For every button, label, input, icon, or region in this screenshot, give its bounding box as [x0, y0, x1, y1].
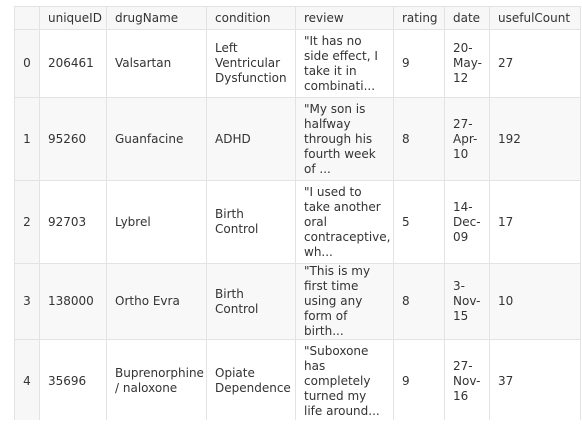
cell-review: "This is my first time using any form of…: [295, 263, 394, 340]
cell-condition: Birth Control: [206, 263, 296, 340]
cell-review: "It has no side effect, I take it in com…: [295, 29, 394, 98]
column-header-date: date: [444, 6, 490, 30]
cell-condition: Birth Control: [206, 180, 296, 264]
cell-date: 27-Nov-16: [444, 339, 490, 420]
cell-rating: 8: [393, 263, 445, 340]
cell-review: "Suboxone has completely turned my life …: [295, 339, 394, 420]
column-header-rating: rating: [393, 6, 445, 30]
cell-usefulcount: 37: [489, 339, 581, 420]
cell-uniqueid: 95260: [39, 97, 107, 181]
cell-usefulcount: 27: [489, 29, 581, 98]
cell-uniqueid: 92703: [39, 180, 107, 264]
cell-date: 14-Dec-09: [444, 180, 490, 264]
column-header-drugname: drugName: [106, 6, 207, 30]
cell-rating: 9: [393, 339, 445, 420]
cell-drugname: Buprenorphine / naloxone: [106, 339, 207, 420]
cell-usefulcount: 10: [489, 263, 581, 340]
cell-date: 20-May-12: [444, 29, 490, 98]
dataframe-table: uniqueID drugName condition review ratin…: [14, 6, 581, 420]
cell-condition: ADHD: [206, 97, 296, 181]
cell-uniqueid: 206461: [39, 29, 107, 98]
row-index: 2: [14, 180, 40, 264]
cell-drugname: Lybrel: [106, 180, 207, 264]
cell-review: "I used to take another oral contracepti…: [295, 180, 394, 264]
column-header-review: review: [295, 6, 394, 30]
column-header-condition: condition: [206, 6, 296, 30]
row-index: 1: [14, 97, 40, 181]
column-header-usefulcount: usefulCount: [489, 6, 581, 30]
cell-usefulcount: 192: [489, 97, 581, 181]
column-header-uniqueid: uniqueID: [39, 6, 107, 30]
cell-condition: Opiate Dependence: [206, 339, 296, 420]
cell-review: "My son is halfway through his fourth we…: [295, 97, 394, 181]
table-row: 3 138000 Ortho Evra Birth Control "This …: [14, 263, 581, 340]
dataframe-output: uniqueID drugName condition review ratin…: [14, 6, 582, 420]
cell-drugname: Ortho Evra: [106, 263, 207, 340]
cell-drugname: Guanfacine: [106, 97, 207, 181]
header-row: uniqueID drugName condition review ratin…: [14, 6, 581, 30]
table-row: 0 206461 Valsartan Left Ventricular Dysf…: [14, 29, 581, 98]
row-index: 4: [14, 339, 40, 420]
table-row: 1 95260 Guanfacine ADHD "My son is halfw…: [14, 97, 581, 181]
cell-date: 27-Apr-10: [444, 97, 490, 181]
table-row: 2 92703 Lybrel Birth Control "I used to …: [14, 180, 581, 264]
cell-uniqueid: 138000: [39, 263, 107, 340]
cell-condition: Left Ventricular Dysfunction: [206, 29, 296, 98]
cell-usefulcount: 17: [489, 180, 581, 264]
cell-date: 3-Nov-15: [444, 263, 490, 340]
row-index: 3: [14, 263, 40, 340]
cell-rating: 5: [393, 180, 445, 264]
cell-drugname: Valsartan: [106, 29, 207, 98]
column-header-index: [14, 6, 40, 30]
row-index: 0: [14, 29, 40, 98]
cell-uniqueid: 35696: [39, 339, 107, 420]
cell-rating: 9: [393, 29, 445, 98]
cell-rating: 8: [393, 97, 445, 181]
table-row: 4 35696 Buprenorphine / naloxone Opiate …: [14, 339, 581, 420]
